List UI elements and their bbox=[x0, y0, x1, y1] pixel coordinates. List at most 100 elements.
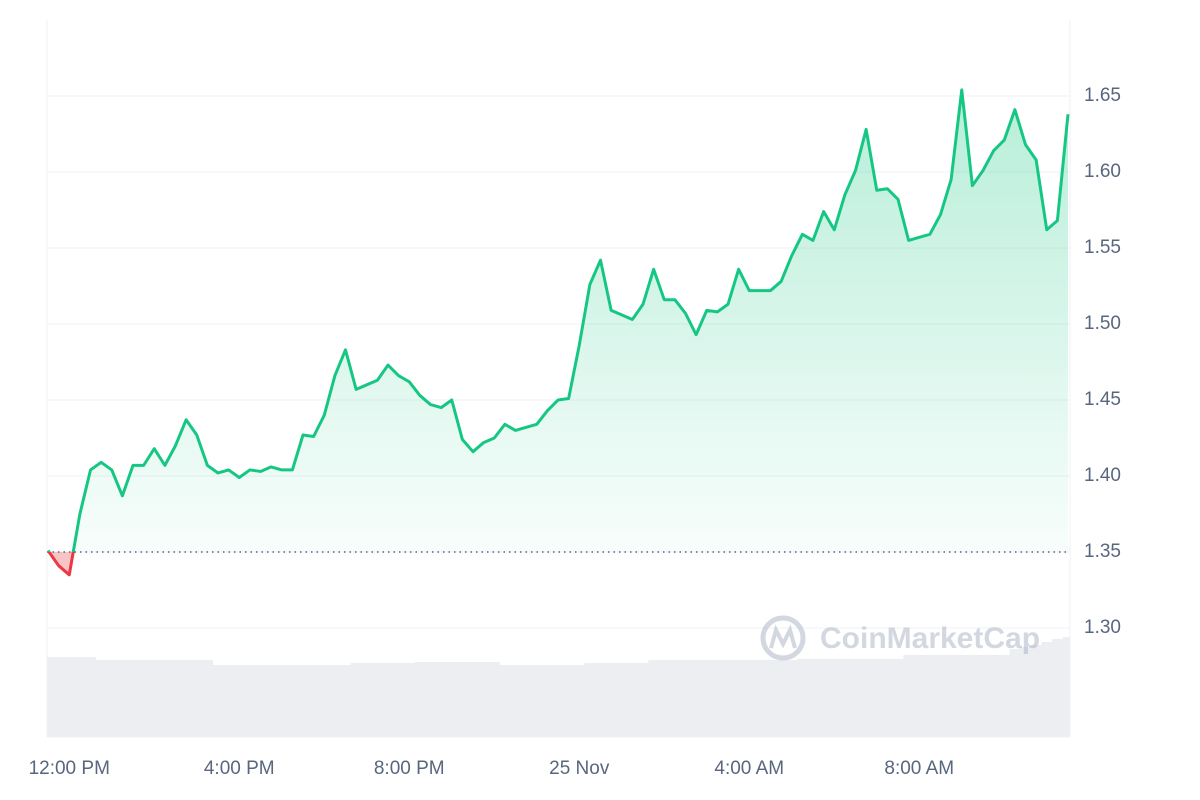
volume-bar bbox=[584, 663, 596, 737]
volume-bar bbox=[340, 665, 352, 737]
x-tick-label: 4:00 AM bbox=[714, 758, 784, 779]
watermark-text: CoinMarketCap bbox=[820, 622, 1040, 655]
volume-bar bbox=[690, 660, 702, 737]
y-tick-label: 1.35 bbox=[1084, 541, 1121, 562]
volume-bar bbox=[786, 660, 798, 737]
volume-bar bbox=[212, 665, 224, 737]
volume-bar bbox=[425, 662, 437, 737]
volume-bar bbox=[892, 659, 904, 737]
volume-bar bbox=[393, 663, 405, 737]
volume-bar bbox=[913, 655, 925, 737]
volume-bar bbox=[818, 659, 830, 737]
volume-bar bbox=[297, 665, 309, 737]
volume-bar bbox=[265, 665, 277, 737]
volume-bar bbox=[860, 659, 872, 737]
volume-bar bbox=[967, 655, 978, 737]
volume-bar bbox=[47, 657, 54, 737]
volume-bar bbox=[233, 665, 245, 737]
volume-bar bbox=[977, 655, 989, 737]
volume-bar bbox=[956, 655, 968, 737]
volume-layer bbox=[47, 637, 1070, 737]
y-tick-label: 1.60 bbox=[1084, 161, 1121, 182]
volume-bar bbox=[467, 662, 479, 737]
volume-bar bbox=[882, 659, 893, 737]
volume-bar bbox=[478, 662, 490, 737]
volume-bar bbox=[446, 662, 458, 737]
volume-bar bbox=[828, 659, 840, 737]
volume-bar bbox=[531, 665, 543, 737]
volume-bar bbox=[903, 655, 915, 737]
volume-bar bbox=[159, 660, 171, 737]
volume-bar bbox=[403, 663, 415, 737]
volume-bar bbox=[945, 655, 957, 737]
volume-bar bbox=[935, 655, 947, 737]
plot bbox=[46, 88, 1070, 577]
volume-bar bbox=[743, 660, 755, 737]
volume-bar bbox=[648, 660, 660, 737]
volume-bar bbox=[850, 659, 862, 737]
volume-bar bbox=[63, 657, 75, 737]
y-tick-label: 1.65 bbox=[1084, 85, 1121, 106]
volume-bar bbox=[138, 660, 150, 737]
volume-bar bbox=[255, 665, 267, 737]
volume-bar bbox=[658, 660, 670, 737]
volume-bar bbox=[329, 665, 341, 737]
volume-bar bbox=[839, 659, 851, 737]
x-tick-label: 4:00 PM bbox=[204, 758, 275, 779]
volume-bar bbox=[287, 665, 298, 737]
volume-bar bbox=[542, 665, 553, 737]
volume-bar bbox=[1030, 645, 1042, 737]
volume-bar bbox=[117, 660, 128, 737]
volume-bar bbox=[871, 659, 883, 737]
volume-bar bbox=[170, 660, 182, 737]
volume-bar bbox=[924, 655, 936, 737]
x-tick-label: 8:00 PM bbox=[374, 758, 445, 779]
x-tick-label: 8:00 AM bbox=[884, 758, 954, 779]
volume-bar bbox=[414, 662, 426, 737]
volume-bar bbox=[627, 663, 638, 737]
volume-bar bbox=[765, 660, 777, 737]
volume-bar bbox=[701, 660, 713, 737]
area-fill bbox=[48, 89, 1068, 575]
volume-bar bbox=[680, 660, 692, 737]
volume-bar bbox=[488, 662, 500, 737]
volume-bar bbox=[435, 662, 447, 737]
y-tick-label: 1.40 bbox=[1084, 465, 1121, 486]
volume-bar bbox=[510, 665, 522, 737]
volume-bar bbox=[807, 659, 819, 737]
volume-bar bbox=[552, 665, 564, 737]
volume-bar bbox=[308, 665, 320, 737]
y-tick-label: 1.30 bbox=[1084, 617, 1121, 638]
y-tick-label: 1.50 bbox=[1084, 313, 1121, 334]
volume-bar bbox=[350, 663, 362, 737]
volume-bar bbox=[637, 663, 649, 737]
x-tick-label: 12:00 PM bbox=[29, 758, 110, 779]
volume-bar bbox=[148, 660, 160, 737]
volume-bar bbox=[998, 655, 1010, 737]
volume-bar bbox=[223, 665, 235, 737]
watermark: CoinMarketCap bbox=[760, 615, 1040, 661]
volume-bar bbox=[722, 660, 734, 737]
volume-bar bbox=[85, 657, 97, 737]
volume-bar bbox=[382, 663, 394, 737]
volume-bar bbox=[754, 660, 766, 737]
volume-bar bbox=[318, 665, 330, 737]
volume-bar bbox=[595, 663, 607, 737]
volume-bar bbox=[669, 660, 681, 737]
volume-bar bbox=[74, 657, 86, 737]
y-tick-label: 1.55 bbox=[1084, 237, 1121, 258]
volume-bar bbox=[1009, 649, 1021, 737]
watermark-logo bbox=[760, 615, 806, 661]
volume-bar bbox=[563, 665, 575, 737]
volume-bar bbox=[797, 659, 808, 737]
volume-bar bbox=[361, 663, 373, 737]
volume-bar bbox=[775, 660, 787, 737]
volume-bar bbox=[1052, 639, 1063, 737]
volume-bar bbox=[499, 665, 511, 737]
volume-bar bbox=[95, 660, 107, 737]
watermark-logo-mark bbox=[769, 624, 797, 649]
volume-bar bbox=[1062, 637, 1070, 737]
volume-bar bbox=[191, 660, 203, 737]
